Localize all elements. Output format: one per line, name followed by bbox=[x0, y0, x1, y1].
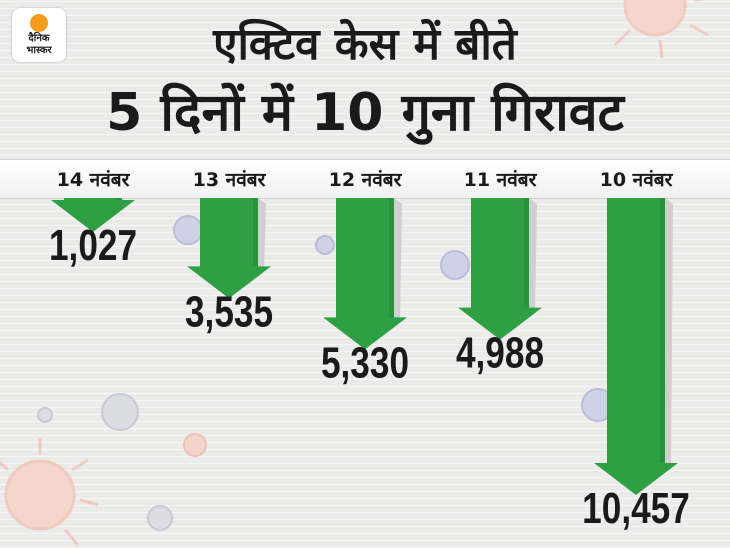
arrow-shade bbox=[253, 198, 258, 267]
arrow-shadow bbox=[394, 198, 402, 322]
arrow-shadow bbox=[258, 198, 266, 271]
category-label: 14 नवंबर bbox=[57, 169, 131, 191]
logo-text-line2: भास्कर bbox=[26, 45, 52, 56]
category-label: 13 नवंबर bbox=[193, 169, 267, 191]
value-label: 1,027 bbox=[49, 221, 137, 270]
arrow-shadow bbox=[665, 198, 673, 467]
chart-title-line2: 5 दिनों में 10 गुना गिरावट bbox=[106, 83, 624, 143]
arrow-shade bbox=[117, 198, 122, 200]
value-label: 3,535 bbox=[185, 288, 273, 337]
arrow-shade bbox=[524, 198, 529, 308]
arrow-shade bbox=[389, 198, 394, 318]
value-arrow bbox=[323, 198, 407, 350]
category-label: 11 नवंबर bbox=[464, 169, 538, 191]
arrow-shade bbox=[660, 198, 665, 463]
value-arrow bbox=[187, 198, 271, 299]
category-label: 12 नवंबर bbox=[329, 169, 403, 191]
value-label: 5,330 bbox=[321, 339, 409, 388]
value-arrow bbox=[458, 198, 542, 340]
value-label: 4,988 bbox=[456, 329, 544, 378]
sun-icon bbox=[30, 14, 48, 32]
category-label: 10 नवंबर bbox=[600, 169, 674, 191]
value-arrow bbox=[51, 198, 135, 232]
logo-text-line1: दैनिक bbox=[28, 33, 50, 44]
arrow-shadow bbox=[529, 198, 537, 312]
value-label: 10,457 bbox=[582, 484, 690, 533]
brand-logo: दैनिक भास्कर bbox=[12, 8, 66, 62]
value-arrow bbox=[594, 198, 678, 495]
chart-title-line1: एक्टिव केस में बीते bbox=[213, 19, 517, 70]
